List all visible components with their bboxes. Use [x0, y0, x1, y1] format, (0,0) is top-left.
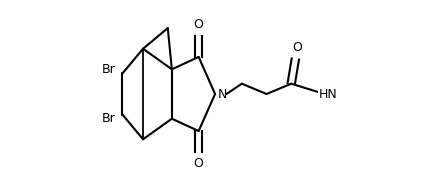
Text: Br: Br: [101, 112, 115, 125]
Text: HN: HN: [319, 87, 338, 101]
Text: N: N: [218, 87, 228, 101]
Text: O: O: [293, 41, 302, 54]
Text: O: O: [194, 157, 204, 170]
Text: O: O: [194, 18, 204, 31]
Text: Br: Br: [101, 63, 115, 76]
